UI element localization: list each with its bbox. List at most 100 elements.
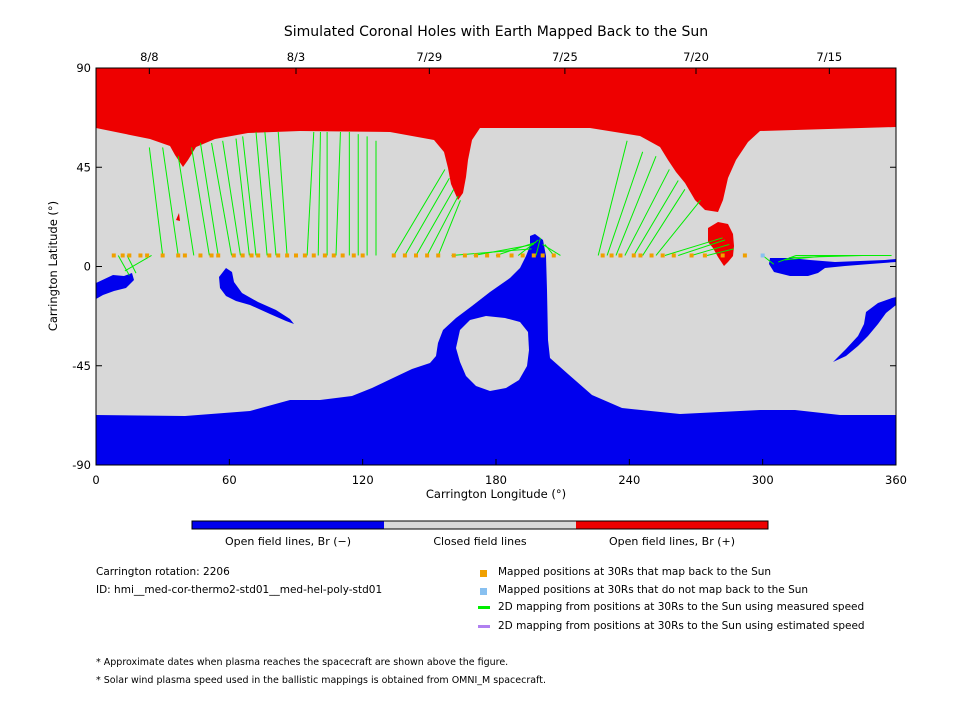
mapping-line bbox=[222, 140, 241, 256]
plot-area bbox=[95, 67, 897, 466]
mapping-line bbox=[691, 243, 730, 256]
mapped-point bbox=[127, 253, 132, 258]
equatorial-positive-hole bbox=[708, 222, 734, 266]
mapping-line bbox=[235, 138, 250, 256]
mapping-line bbox=[148, 147, 164, 256]
mapping-line bbox=[404, 178, 450, 256]
mapped-point bbox=[209, 253, 214, 258]
colorbar-label: Open field lines, Br (−) bbox=[225, 535, 351, 548]
mapping-line bbox=[706, 248, 734, 256]
mapping-line bbox=[317, 131, 321, 256]
mapped-point bbox=[302, 253, 307, 258]
mapped-point bbox=[671, 253, 676, 258]
mapped-point bbox=[531, 253, 536, 258]
y-tick-label: -90 bbox=[72, 458, 91, 472]
mapping-line bbox=[495, 241, 537, 256]
y-tick-label: -45 bbox=[72, 359, 91, 373]
small-positive-spot bbox=[176, 213, 180, 221]
mapping-line bbox=[642, 189, 686, 256]
measured-speed-line-icon bbox=[478, 606, 490, 609]
chart-title: Simulated Coronal Holes with Earth Mappe… bbox=[284, 24, 708, 40]
mapping-line bbox=[211, 142, 233, 256]
mapped-point bbox=[631, 253, 636, 258]
mapped-point bbox=[216, 253, 221, 258]
mapping-line bbox=[335, 131, 341, 256]
x-tick-label: 60 bbox=[222, 473, 237, 487]
mapping-line bbox=[535, 237, 541, 256]
negative-hole-right-strip bbox=[769, 258, 896, 276]
x-tick-label: 240 bbox=[618, 473, 640, 487]
mapping-line bbox=[678, 239, 726, 256]
y-tick-label: 90 bbox=[76, 61, 91, 75]
mapping-line bbox=[162, 147, 179, 256]
date-tick-label: 7/29 bbox=[416, 50, 442, 64]
y-tick-label: 0 bbox=[84, 260, 91, 274]
mapped-point bbox=[702, 253, 707, 258]
mapped-point bbox=[138, 253, 143, 258]
mapped-point bbox=[231, 253, 236, 258]
legend-unmapped: Mapped positions at 30Rs that do not map… bbox=[498, 584, 809, 596]
mapping-line bbox=[415, 189, 455, 256]
mapping-line bbox=[124, 255, 152, 272]
mapped-point bbox=[638, 253, 643, 258]
mapped-point bbox=[742, 253, 747, 258]
negative-hole-right-arm bbox=[833, 297, 896, 362]
mapped-point bbox=[182, 253, 187, 258]
x-axis-label: Carrington Longitude (°) bbox=[426, 487, 566, 501]
mapping-line bbox=[664, 237, 723, 256]
mapped-points bbox=[111, 253, 765, 258]
mapped-point bbox=[436, 253, 441, 258]
mapped-point bbox=[425, 253, 430, 258]
mapping-line bbox=[597, 140, 628, 256]
date-tick-label: 7/25 bbox=[552, 50, 578, 64]
negative-hole-mid bbox=[219, 268, 294, 324]
mapping-line bbox=[126, 255, 137, 274]
estimated-speed-line-icon bbox=[478, 625, 490, 628]
x-tick-label: 0 bbox=[92, 473, 99, 487]
mapping-lines bbox=[117, 131, 892, 276]
colorbar-segment bbox=[384, 521, 576, 529]
date-tick-label: 7/20 bbox=[683, 50, 709, 64]
colorbar-label: Open field lines, Br (+) bbox=[609, 535, 735, 548]
mapped-point bbox=[322, 253, 327, 258]
mapped-point bbox=[451, 253, 456, 258]
carrington-rotation-info: Carrington rotation: 2206 bbox=[96, 566, 230, 578]
mapped-point bbox=[351, 253, 356, 258]
mapping-line bbox=[117, 255, 130, 276]
colorbar-label: Closed field lines bbox=[433, 535, 527, 548]
mapping-line bbox=[191, 147, 210, 256]
mapping-line bbox=[778, 255, 797, 263]
mapping-line bbox=[177, 156, 195, 256]
mapped-point bbox=[249, 253, 254, 258]
mapped-point bbox=[496, 253, 501, 258]
mapped-point bbox=[176, 253, 181, 258]
x-tick-label: 300 bbox=[752, 473, 774, 487]
y-tick-label: 45 bbox=[76, 160, 91, 174]
mapped-point bbox=[285, 253, 290, 258]
mapped-point bbox=[331, 253, 336, 258]
mapping-line bbox=[542, 244, 561, 256]
mapped-point bbox=[391, 253, 396, 258]
mapping-line bbox=[606, 151, 644, 256]
mapping-line bbox=[242, 136, 257, 256]
mapping-line bbox=[615, 156, 657, 256]
mapped-point bbox=[311, 253, 316, 258]
mapping-line bbox=[255, 131, 268, 256]
legend-mapped: Mapped positions at 30Rs that map back t… bbox=[498, 566, 772, 578]
axes: 0 60 120 180 240 300 360 -90 -45 0 45 90 8/8 8/3 7/29 7… bbox=[72, 50, 907, 487]
mapping-line bbox=[624, 169, 670, 256]
closed-loop-island bbox=[456, 316, 529, 391]
mapped-point bbox=[720, 253, 725, 258]
mapped-point bbox=[294, 253, 298, 258]
mapped-point bbox=[485, 253, 490, 258]
mapped-point bbox=[520, 253, 525, 258]
x-tick-label: 120 bbox=[352, 473, 374, 487]
mapping-line bbox=[199, 142, 219, 256]
mapped-point bbox=[509, 253, 514, 258]
mapped-point bbox=[540, 253, 545, 258]
date-tick-label: 8/3 bbox=[287, 50, 306, 64]
legend-measured-speed: 2D mapping from positions at 30Rs to the… bbox=[498, 601, 865, 613]
mapping-line bbox=[437, 200, 461, 256]
colorbar-frame bbox=[191, 520, 769, 530]
